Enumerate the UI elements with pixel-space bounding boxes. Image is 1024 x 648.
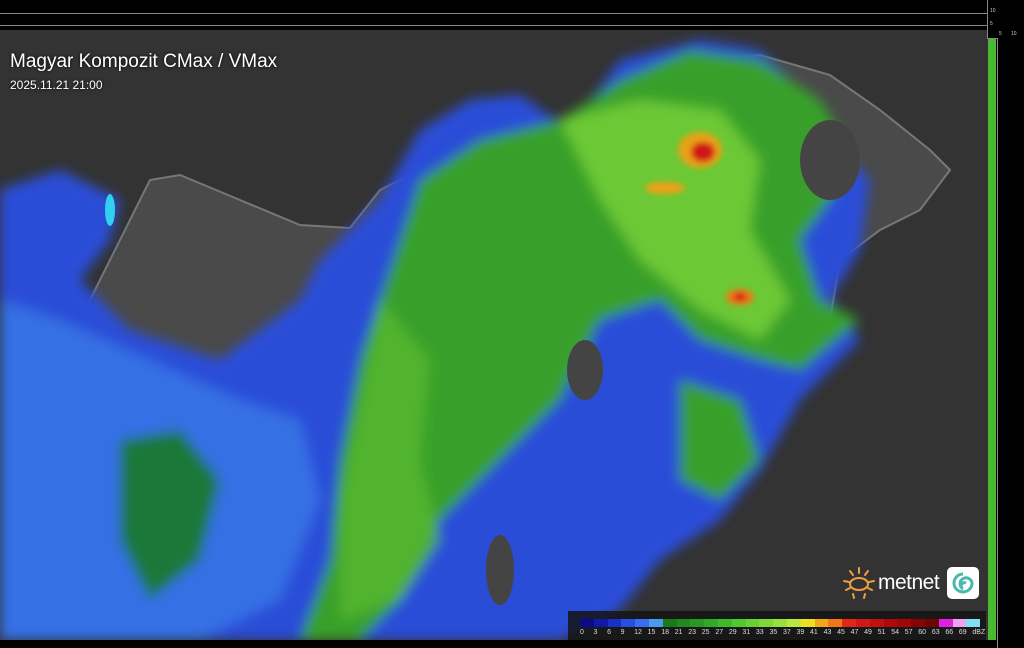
legend-swatch (842, 619, 856, 627)
legend-swatch (690, 619, 705, 627)
radar-echoes (0, 40, 870, 640)
legend-label: 69 (958, 629, 967, 636)
metnet-logo[interactable]: metnet (842, 566, 980, 600)
legend-swatch (883, 619, 898, 627)
echo-dry-patch (486, 535, 514, 605)
legend-label: 41 (810, 629, 818, 636)
top-tick: 10 (990, 8, 996, 14)
legend-label: 47 (850, 629, 859, 636)
legend-swatch (621, 619, 636, 627)
profile-corner: 10 5 5 10 (987, 0, 1024, 39)
legend-swatch (828, 619, 843, 627)
app-icon (947, 567, 980, 599)
legend-label: 63 (931, 629, 940, 636)
legend-swatch (717, 619, 732, 627)
legend-swatch (952, 619, 967, 627)
echo-dry-patch (800, 120, 860, 200)
legend-label: 3 (593, 629, 598, 636)
legend-label: 51 (877, 629, 886, 636)
legend-label: 12 (634, 629, 642, 636)
right-tick: 5 (999, 31, 1002, 37)
legend-label: 6 (607, 629, 611, 636)
legend-swatch (786, 619, 801, 627)
brand-name: metnet (878, 571, 940, 594)
legend-label: 0 (580, 629, 584, 636)
legend-swatch (869, 619, 884, 627)
legend-label: 66 (945, 629, 954, 636)
echo-moderate-east (680, 380, 760, 500)
legend-swatch (759, 619, 774, 627)
legend-swatch (635, 619, 649, 627)
legend-label: 33 (755, 629, 764, 636)
legend-swatch (814, 619, 829, 627)
swirl-icon (952, 572, 974, 594)
dbz-legend: 0 3 6 9 12 15 18 21 23 25 27 29 31 33 35 37 39 41 43 45 47 49… (568, 611, 986, 640)
echo-core-3-inner (734, 293, 746, 301)
legend-label: 35 (769, 629, 778, 636)
map-title: Magyar Kompozit CMax / VMax (10, 51, 278, 72)
legend-swatch (911, 619, 925, 627)
legend-label: 31 (742, 629, 751, 636)
legend-swatch (648, 619, 663, 627)
legend-swatch (855, 619, 870, 627)
legend-swatch (593, 619, 608, 627)
legend-swatch (607, 619, 622, 627)
echo-core-1-inner (691, 142, 715, 162)
legend-swatch (745, 619, 760, 627)
legend-label: 27 (715, 629, 724, 636)
legend-label: 57 (904, 629, 913, 636)
right-profile-strip (997, 38, 1024, 648)
legend-swatch (924, 619, 939, 627)
legend-label: 49 (864, 629, 872, 636)
legend-swatch (938, 619, 953, 627)
legend-swatch (731, 619, 746, 627)
legend-label: 45 (837, 629, 845, 636)
sun-icon (843, 567, 875, 599)
echo-dry-patch (567, 340, 603, 400)
legend-label: 37 (782, 629, 791, 636)
legend-color-bar (580, 619, 981, 627)
legend-swatch (580, 619, 594, 627)
echo-strong (560, 100, 790, 340)
echo-core-2 (645, 182, 685, 194)
right-tick: 10 (1011, 31, 1017, 37)
side-profile-bar (988, 30, 996, 640)
legend-labels: 0 3 6 9 12 15 18 21 23 25 27 29 31 33 35 37 39 41 43 45 47 49… (580, 629, 986, 636)
legend-label: 9 (620, 629, 625, 636)
legend-label: 29 (728, 629, 737, 636)
echo-green-south (340, 300, 440, 620)
top-grid-line (0, 13, 987, 14)
legend-label: 25 (701, 629, 710, 636)
legend-swatch (662, 619, 677, 627)
top-grid-line (0, 25, 987, 26)
legend-unit: dBZ (972, 629, 986, 636)
legend-swatch (966, 619, 981, 627)
echo-green-sw (120, 430, 220, 600)
legend-label: 60 (918, 629, 927, 636)
legend-label: 39 (796, 629, 805, 636)
legend-swatch (897, 619, 912, 627)
legend-label: 15 (647, 629, 656, 636)
top-tick: 5 (990, 21, 993, 27)
legend-label: 43 (823, 629, 832, 636)
legend-swatch (800, 619, 815, 627)
legend-swatch (704, 619, 718, 627)
legend-label: 18 (661, 629, 669, 636)
legend-swatch (773, 619, 787, 627)
lake-balaton-echo (105, 194, 115, 226)
legend-label: 54 (891, 629, 900, 636)
map-timestamp: 2025.11.21 21:00 (10, 78, 103, 92)
legend-label: 21 (674, 629, 683, 636)
legend-label: 23 (688, 629, 697, 636)
legend-swatch (676, 619, 691, 627)
